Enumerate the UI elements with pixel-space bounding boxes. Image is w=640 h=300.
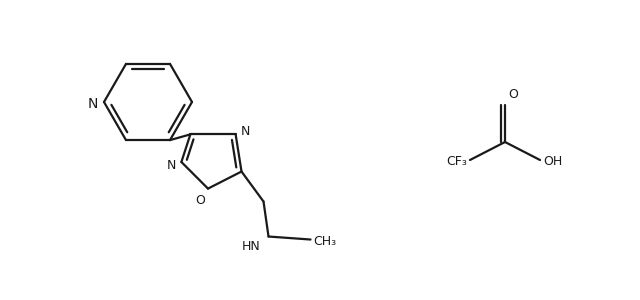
Text: OH: OH	[543, 155, 563, 168]
Text: HN: HN	[242, 239, 260, 253]
Text: CH₃: CH₃	[314, 235, 337, 248]
Text: O: O	[195, 194, 205, 207]
Text: N: N	[88, 97, 98, 110]
Text: N: N	[167, 159, 177, 172]
Text: N: N	[241, 125, 250, 138]
Text: CF₃: CF₃	[446, 155, 467, 168]
Text: O: O	[508, 88, 518, 101]
